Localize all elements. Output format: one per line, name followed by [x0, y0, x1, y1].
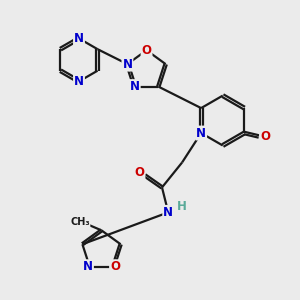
- Text: H: H: [176, 200, 186, 213]
- Text: N: N: [130, 80, 140, 93]
- Text: N: N: [74, 75, 84, 88]
- Text: O: O: [134, 166, 145, 179]
- Text: N: N: [74, 32, 84, 45]
- Text: N: N: [83, 260, 93, 273]
- Text: O: O: [142, 44, 152, 57]
- Text: N: N: [122, 58, 132, 70]
- Text: O: O: [110, 260, 120, 273]
- Text: N: N: [196, 127, 206, 140]
- Text: CH₃: CH₃: [70, 218, 90, 227]
- Text: O: O: [260, 130, 270, 143]
- Text: N: N: [163, 206, 173, 219]
